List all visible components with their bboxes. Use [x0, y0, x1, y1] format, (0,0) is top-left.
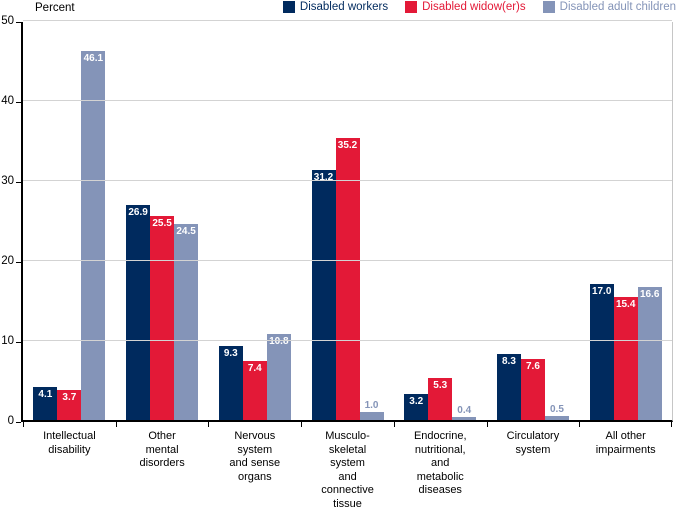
x-axis-labels: Intellectual disability Other mental diso…: [23, 430, 672, 511]
bar: 0.5: [544, 404, 569, 420]
bar-group-2: 26.9 25.5 24.5: [116, 22, 209, 420]
gridline: [23, 20, 672, 21]
bar-value-label: 46.1: [83, 53, 104, 65]
bar: 3.2: [404, 394, 429, 420]
legend-swatch-icon: [282, 1, 295, 13]
gridline: [23, 100, 672, 101]
bar-groups: 4.1 3.7 46.1 26.9 25.5 24.5 9.3 7.4 10.8 31.2 35.2…: [23, 22, 672, 420]
bar: 1.0: [359, 400, 384, 420]
bar-value-label: 0.5: [550, 404, 564, 415]
bar-value-label: 16.6: [639, 289, 660, 301]
legend-item-2: Disabled widow(er)s: [405, 1, 526, 13]
plot-area: 4.1 3.7 46.1 26.9 25.5 24.5 9.3 7.4 10.8 31.2 35.2…: [21, 20, 673, 427]
bar-value-label: 4.1: [38, 389, 53, 401]
bar-value-label: 0.4: [457, 404, 472, 416]
legend-swatch-icon: [542, 1, 555, 13]
bar-group-5: 3.2 5.3 0.4: [394, 22, 487, 420]
bar-value-label: 17.0: [591, 286, 612, 297]
bar: 24.5: [174, 224, 199, 420]
bar: 15.4: [613, 296, 638, 420]
y-tick-label: 30: [1, 175, 14, 187]
legend-swatch-icon: [405, 1, 418, 13]
legend-label: Disabled widow(er)s: [422, 1, 526, 13]
x-category-label-3: Nervous system and sense organs: [229, 430, 281, 483]
bar-value-label: 35.2: [337, 140, 358, 152]
y-tick-mark: [16, 21, 21, 23]
bar-group-3: 9.3 7.4 10.8: [208, 22, 301, 420]
bar-value-label: 15.4: [615, 298, 636, 310]
bar: 25.5: [150, 216, 175, 420]
bar-group-7: 17.0 15.4 16.6: [579, 22, 672, 420]
bar-value-label: 24.5: [176, 226, 196, 237]
bar-value-label: 7.4: [247, 362, 262, 374]
y-tick-label: 0: [7, 415, 14, 427]
x-category-label-5: Endocrine, nutritional, and metabolic di…: [413, 430, 467, 496]
x-tick-mark: [671, 422, 672, 427]
x-category-label-7: All other impairments: [595, 430, 656, 456]
bar: 35.2: [335, 138, 360, 420]
bar: 0.4: [452, 405, 477, 420]
x-category-label-6: Circulatory system: [506, 430, 560, 456]
legend: Disabled workers Disabled widow(er)s Disab…: [282, 1, 676, 13]
bar-value-label: 31.2: [313, 172, 334, 184]
bar-group-6: 8.3 7.6 0.5: [487, 22, 580, 420]
bar: 5.3: [428, 377, 453, 420]
gridline: [23, 180, 672, 181]
bar: 7.4: [242, 360, 267, 420]
bar-value-label: 26.9: [128, 206, 148, 218]
x-tick-mark: [208, 422, 210, 427]
y-tick-label: 20: [1, 255, 14, 267]
y-tick-mark: [16, 421, 21, 423]
legend-label: Disabled adult children: [559, 1, 676, 13]
bar-value-label: 3.7: [62, 392, 77, 404]
x-category-label-2: Other mental disorders: [139, 430, 185, 469]
bar: 46.1: [81, 51, 106, 420]
bar-value-label: 8.3: [502, 355, 516, 367]
bar-value-label: 3.2: [409, 396, 424, 408]
gridline: [23, 340, 672, 341]
bar: 3.7: [57, 390, 82, 420]
bar-value-label: 10.8: [269, 335, 289, 347]
x-tick-mark: [486, 422, 488, 427]
x-tick-mark: [301, 422, 303, 427]
bar-value-label: 5.3: [433, 379, 448, 391]
y-tick-label: 10: [1, 335, 14, 347]
legend-item-3: Disabled adult children: [542, 1, 676, 13]
y-tick-mark: [16, 261, 21, 263]
bar: 4.1: [33, 387, 58, 420]
x-tick-mark: [115, 422, 117, 427]
x-tick-mark: [579, 422, 581, 427]
y-tick-mark: [16, 181, 21, 183]
y-tick-label: 40: [1, 95, 14, 107]
y-axis: 0 10 20 30 40 50: [0, 15, 21, 427]
bar: 8.3: [496, 353, 521, 420]
y-tick-mark: [16, 341, 21, 343]
bar: 9.3: [218, 345, 243, 420]
bar-group-4: 31.2 35.2 1.0: [301, 22, 394, 420]
x-tick-mark: [23, 422, 24, 427]
y-axis-unit-label: Percent: [35, 2, 75, 14]
legend-item-1: Disabled workers: [282, 1, 389, 13]
bar: 10.8: [266, 333, 291, 420]
bar-value-label: 7.6: [526, 361, 540, 373]
bar-value-label: 9.3: [223, 347, 238, 359]
x-category-label-1: Intellectual disability: [43, 430, 96, 456]
bar: 31.2: [311, 170, 336, 420]
gridline: [23, 260, 672, 261]
bar-value-label: 25.5: [152, 218, 172, 229]
x-category-label-4: Musculo- skeletal system and connective …: [321, 430, 374, 510]
bar: 16.6: [637, 287, 662, 420]
y-tick-label: 50: [1, 15, 14, 27]
bar: 26.9: [126, 204, 151, 420]
x-tick-mark: [393, 422, 395, 427]
legend-label: Disabled workers: [299, 1, 389, 13]
y-tick-mark: [16, 101, 21, 103]
bar-group-1: 4.1 3.7 46.1: [23, 22, 116, 420]
bar: 17.0: [589, 284, 614, 420]
bar: 7.6: [520, 359, 545, 420]
bar-value-label: 1.0: [364, 400, 379, 411]
